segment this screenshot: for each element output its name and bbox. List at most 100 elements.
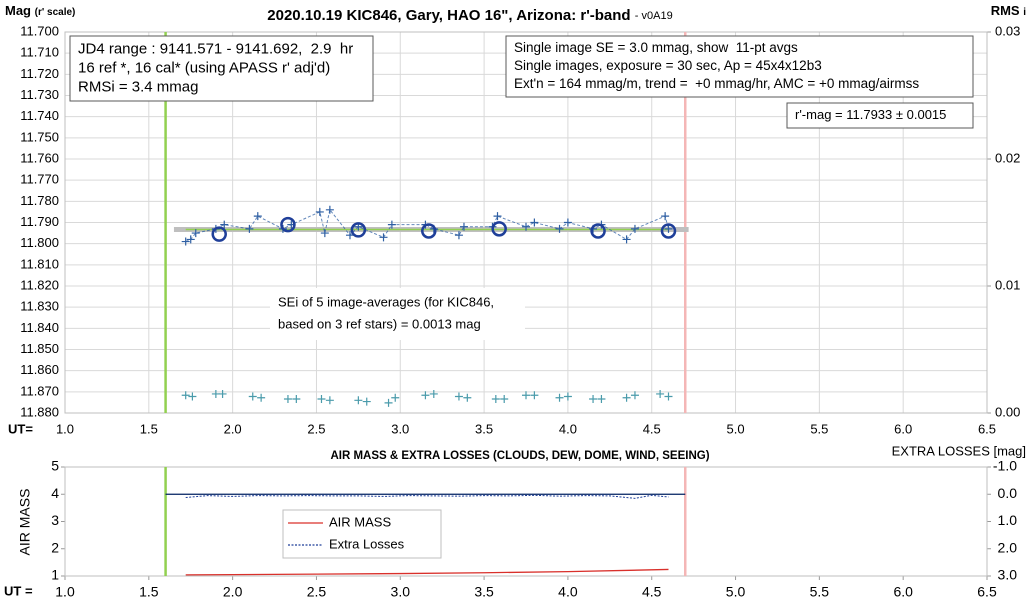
y-tick-label: 4 bbox=[51, 485, 59, 501]
legend-label: AIR MASS bbox=[329, 514, 391, 529]
annotation-box bbox=[69, 35, 374, 102]
y2-tick-label: -1.0 bbox=[993, 458, 1017, 474]
y2-axis-title: EXTRA LOSSES [mag] bbox=[892, 443, 1026, 458]
y-tick-label: 11.780 bbox=[20, 193, 59, 208]
plot-1: 1.0 1.5 2.0 2.5 3.0 3.5 4.0 4.5 5.0 5.5 6.0 6.5 1 2 3 4… bbox=[51, 458, 1017, 600]
chart-title: AIR MASS & EXTRA LOSSES (CLOUDS, DEW, DO… bbox=[330, 450, 709, 462]
y-label: Mag bbox=[5, 3, 31, 18]
data-point bbox=[491, 221, 507, 237]
x-tick-label: 1.0 bbox=[56, 421, 74, 436]
y-tick-label: 11.840 bbox=[20, 320, 59, 335]
data-point bbox=[325, 205, 334, 214]
data-point bbox=[656, 389, 665, 398]
data-point bbox=[454, 392, 463, 401]
annotation-text: RMSi = 3.4 mmag bbox=[78, 78, 198, 95]
x-axis-title: UT = bbox=[4, 583, 33, 598]
data-point bbox=[292, 395, 301, 404]
x-tick-label: 5.5 bbox=[810, 584, 830, 600]
y-tick-label: 3 bbox=[51, 512, 59, 528]
data-point bbox=[421, 391, 430, 400]
x-tick-label: 2.0 bbox=[223, 584, 243, 600]
data-point bbox=[660, 223, 677, 239]
data-point bbox=[253, 212, 262, 221]
x-tick-label: 6.0 bbox=[893, 584, 913, 600]
data-point bbox=[362, 397, 371, 406]
y-tick-label: 11.790 bbox=[20, 214, 59, 229]
data-point bbox=[280, 216, 296, 233]
y-tick-label: 11.880 bbox=[20, 404, 59, 419]
data-point bbox=[220, 220, 229, 229]
y2-label-note: i bbox=[1023, 7, 1026, 18]
x-tick-label: 2.0 bbox=[224, 421, 242, 436]
data-point bbox=[597, 395, 606, 404]
y-tick-label: 2 bbox=[51, 539, 59, 555]
data-point bbox=[622, 235, 631, 244]
x-tick-label: 3.0 bbox=[391, 421, 409, 436]
data-point bbox=[283, 395, 292, 404]
data-point bbox=[429, 389, 438, 398]
y-tick-label: 11.720 bbox=[20, 66, 59, 81]
plot-border bbox=[64, 466, 988, 577]
data-point bbox=[317, 395, 326, 404]
x-tick-label: 2.5 bbox=[307, 421, 325, 436]
x-tick-label: 1.5 bbox=[139, 584, 159, 600]
data-point bbox=[530, 391, 539, 400]
y2-tick-label: 3.0 bbox=[998, 567, 1018, 583]
data-point bbox=[379, 233, 388, 242]
data-point bbox=[211, 226, 227, 242]
data-point bbox=[630, 391, 639, 400]
data-point bbox=[530, 218, 539, 227]
x-tick-label: 3.0 bbox=[391, 584, 411, 600]
annotation-text: SEi of 5 image-averages (for KIC846, bbox=[278, 294, 494, 309]
y2-tick-label: 0.02 bbox=[995, 150, 1020, 165]
annotation-text: Ext'n = 164 mmag/m, trend = +0 mmag/hr, … bbox=[514, 76, 919, 91]
y2-tick-label: 0.00 bbox=[995, 404, 1020, 419]
data-point bbox=[590, 223, 606, 239]
data-point bbox=[325, 396, 334, 405]
plot-border bbox=[64, 31, 988, 414]
title-text: 2020.10.19 KIC846, Gary, HAO 16", Arizon… bbox=[267, 7, 630, 24]
x-tick-label: 1.0 bbox=[55, 584, 75, 600]
x-tick-label: 4.0 bbox=[558, 584, 578, 600]
data-point bbox=[384, 398, 393, 407]
data-point bbox=[500, 395, 509, 404]
x-tick-label: 6.5 bbox=[978, 421, 996, 436]
data-point bbox=[589, 395, 598, 404]
y-tick-label: 11.700 bbox=[20, 23, 59, 38]
x-tick-label: 6.5 bbox=[977, 584, 997, 600]
annotation-text: Single image SE = 3.0 mmag, show 11-pt a… bbox=[514, 40, 798, 55]
y-tick-label: 11.810 bbox=[20, 256, 59, 271]
data-point bbox=[493, 212, 502, 221]
data-point bbox=[491, 395, 500, 404]
y-label-note: (r' scale) bbox=[35, 7, 76, 18]
data-point bbox=[522, 222, 530, 231]
annotation-box bbox=[786, 102, 974, 129]
data-point bbox=[630, 224, 639, 233]
annotation-text: Single images, exposure = 30 sec, Ap = 4… bbox=[514, 58, 822, 73]
series-line bbox=[185, 494, 669, 499]
annotation-text: JD4 range : 9141.571 - 9141.692, 2.9 hr bbox=[78, 40, 353, 57]
data-point bbox=[315, 207, 324, 216]
y2-label: RMS bbox=[991, 3, 1020, 18]
annotation-text: r'-mag = 11.7933 ± 0.0015 bbox=[795, 107, 946, 122]
data-point bbox=[191, 229, 200, 238]
data-point bbox=[563, 218, 572, 227]
series-line bbox=[185, 568, 669, 576]
data-point bbox=[181, 391, 190, 400]
data-point bbox=[387, 220, 396, 229]
y-tick-label: 11.730 bbox=[20, 87, 59, 102]
x-tick-label: 5.0 bbox=[727, 421, 745, 436]
data-point bbox=[354, 396, 363, 405]
y2-tick-label: 0.01 bbox=[995, 277, 1020, 292]
data-point bbox=[186, 235, 195, 244]
y-tick-label: 11.770 bbox=[20, 172, 59, 187]
x-tick-label: 4.0 bbox=[559, 421, 577, 436]
data-point bbox=[245, 224, 254, 233]
data-point bbox=[664, 224, 673, 233]
y-tick-label: 1 bbox=[51, 567, 59, 583]
y2-tick-label: 0.03 bbox=[995, 23, 1020, 38]
y-tick-label: 11.860 bbox=[20, 362, 59, 377]
data-point bbox=[421, 223, 437, 239]
data-point bbox=[555, 393, 564, 402]
